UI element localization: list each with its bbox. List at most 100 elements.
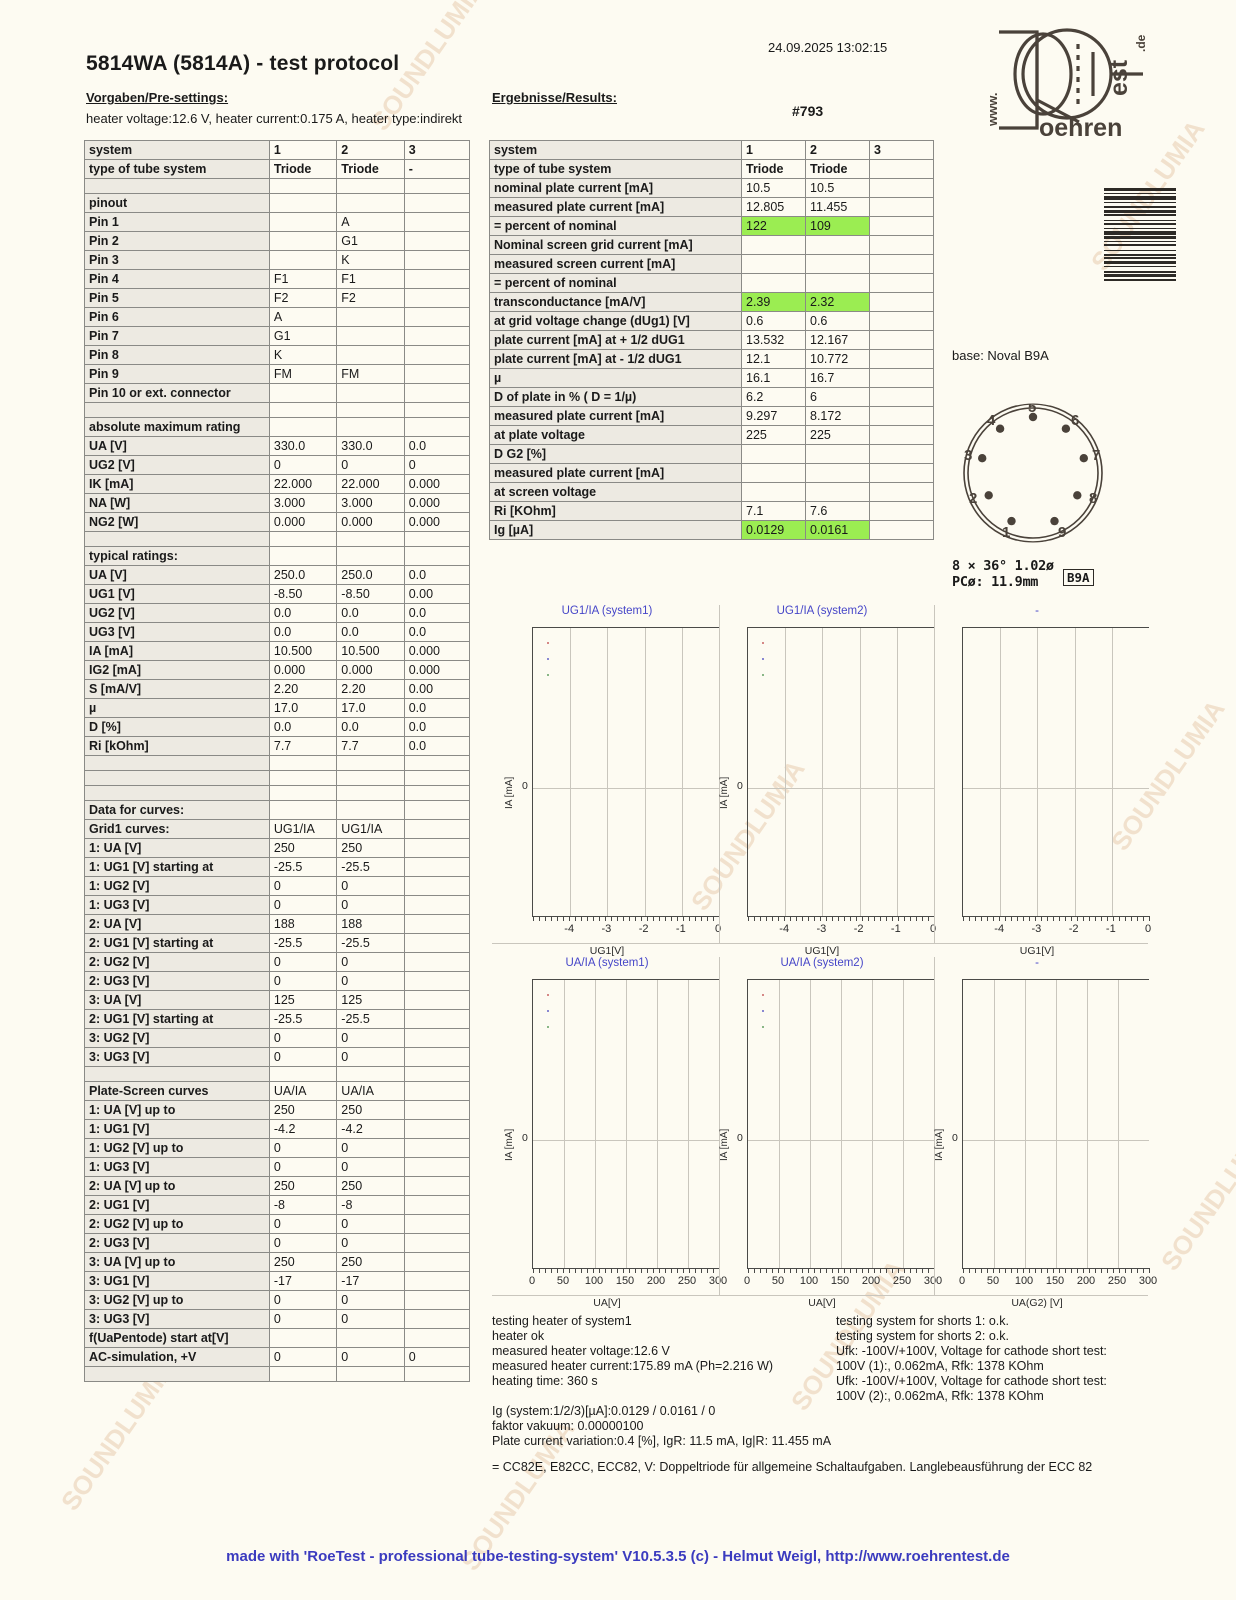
cell-system1: 0 (268, 895, 338, 915)
x-tick-label: 200 (646, 1275, 666, 1287)
barcode-bar (1104, 257, 1176, 259)
axis-tick (963, 1268, 964, 1273)
row-label (84, 755, 270, 771)
cell-system1 (268, 770, 338, 786)
cell-system3: - (403, 159, 471, 179)
x-tick-label: -4 (564, 923, 575, 935)
x-tick-label: 0 (743, 1275, 751, 1287)
table-row (84, 531, 471, 547)
cell-system1: 0 (268, 1047, 338, 1067)
gridline-vertical (841, 980, 842, 1268)
row-label: Ri [kOhm] (84, 736, 270, 756)
cell-system3 (869, 235, 934, 255)
row-label: pinout (84, 193, 270, 213)
axis-tick (904, 916, 905, 921)
roehrentest-logo: www. oehren est .de (975, 18, 1150, 143)
vacuum-log: Ig (system:1/2/3)[µA]:0.0129 / 0.0161 / … (492, 1404, 832, 1448)
series-marker-curve3 (762, 674, 764, 676)
cell-system2: 250 (336, 1252, 405, 1272)
table-row: 3: UG3 [V] 0 0 (84, 1047, 471, 1067)
row-label: 2: UA [V] up to (84, 1176, 270, 1196)
row-label: D of plate in % ( D = 1/µ) (489, 387, 742, 407)
x-axis-label: UG1[V] (1019, 945, 1055, 957)
axis-tick (754, 1268, 755, 1273)
cell-system3 (403, 1233, 471, 1253)
axis-tick (623, 916, 624, 921)
base-label: base: Noval B9A (952, 348, 1049, 363)
table-row: f(UaPentode) start at[V] (84, 1328, 471, 1348)
axis-tick (975, 1268, 976, 1273)
row-label (84, 1066, 270, 1082)
cell-system3 (403, 1119, 471, 1139)
cell-system2: 0 (336, 1138, 405, 1158)
row-label: 3: UG3 [V] (84, 1309, 270, 1329)
cell-system1: -25.5 (268, 933, 338, 953)
cell-system1: -25.5 (268, 857, 338, 877)
cell-system1: 13.532 (741, 330, 806, 350)
axis-tick (605, 916, 606, 921)
cell-system2: -25.5 (336, 857, 405, 877)
cell-system3: 0.0 (403, 565, 471, 585)
cell-system3 (403, 971, 471, 991)
cell-system2 (336, 1328, 405, 1348)
zero-line (748, 1140, 934, 1141)
axis-tick (814, 1268, 815, 1273)
zero-line (533, 788, 719, 789)
cell-system1: -8 (268, 1195, 338, 1215)
cell-system2: 0 (336, 1028, 405, 1048)
row-label: measured plate current [mA] (489, 406, 742, 426)
cell-system1: 0.0 (268, 603, 338, 623)
axis-tick (892, 916, 893, 921)
row-label: Plate-Screen curves (84, 1081, 270, 1101)
axis-tick (993, 916, 994, 921)
cell-system1: 0 (268, 876, 338, 896)
table-row: Plate-Screen curves UA/IA UA/IA (84, 1081, 471, 1101)
cell-system2: 0.000 (336, 512, 405, 532)
axis-tick (575, 1268, 576, 1273)
chart-2: UG1/IA (system2) IA [mA] 0 -4 -3 -2 -1 0 UG1[V] (707, 605, 937, 963)
row-label: Pin 2 (84, 231, 270, 251)
gridline-vertical (1118, 980, 1119, 1268)
row-label: absolute maximum rating (84, 417, 270, 437)
x-tick-label: 300 (1138, 1275, 1158, 1287)
table-row: D of plate in % ( D = 1/µ) 6.2 6 (489, 387, 934, 407)
plot-area (962, 627, 1150, 921)
svg-text:est: est (1105, 59, 1133, 96)
row-label: 2: UG1 [V] starting at (84, 933, 270, 953)
axis-tick (975, 916, 976, 921)
table-row: 2: UG3 [V] 0 0 (84, 971, 471, 991)
axis-tick (1059, 916, 1060, 921)
series-marker-curve1 (762, 642, 764, 644)
timestamp: 24.09.2025 13:02:15 (768, 40, 888, 55)
row-label: D G2 [%] (489, 444, 742, 464)
cell-system3 (869, 463, 934, 483)
cell-system2: 0.6 (805, 311, 870, 331)
cell-system2 (336, 383, 405, 403)
x-tick-label: 0 (528, 1275, 536, 1287)
axis-tick (1083, 1268, 1084, 1273)
axis-tick (850, 916, 851, 921)
axis-tick (1113, 1268, 1114, 1273)
cell-system3 (403, 952, 471, 972)
cell-system1: 6.2 (741, 387, 806, 407)
socket-pinout-diagram: 1 2 3 4 5 6 7 8 9 (958, 398, 1108, 548)
axis-tick (713, 916, 714, 921)
cell-system3 (403, 819, 471, 839)
row-label: Nominal screen grid current [mA] (489, 235, 742, 255)
row-label: UG3 [V] (84, 622, 270, 642)
cell-system1 (268, 785, 338, 801)
cell-system2: G1 (336, 231, 405, 251)
axis-tick (599, 916, 600, 921)
cell-system3 (403, 1157, 471, 1177)
plot-area (747, 627, 935, 921)
cell-system1: -25.5 (268, 1009, 338, 1029)
table-row: measured plate current [mA] 9.297 8.172 (489, 406, 934, 426)
axis-tick (910, 1268, 911, 1273)
row-label: Pin 9 (84, 364, 270, 384)
cell-system2 (805, 235, 870, 255)
cell-system1 (741, 273, 806, 293)
gridline-vertical (682, 628, 683, 916)
cell-system2 (336, 402, 405, 418)
cell-system1 (268, 531, 338, 547)
